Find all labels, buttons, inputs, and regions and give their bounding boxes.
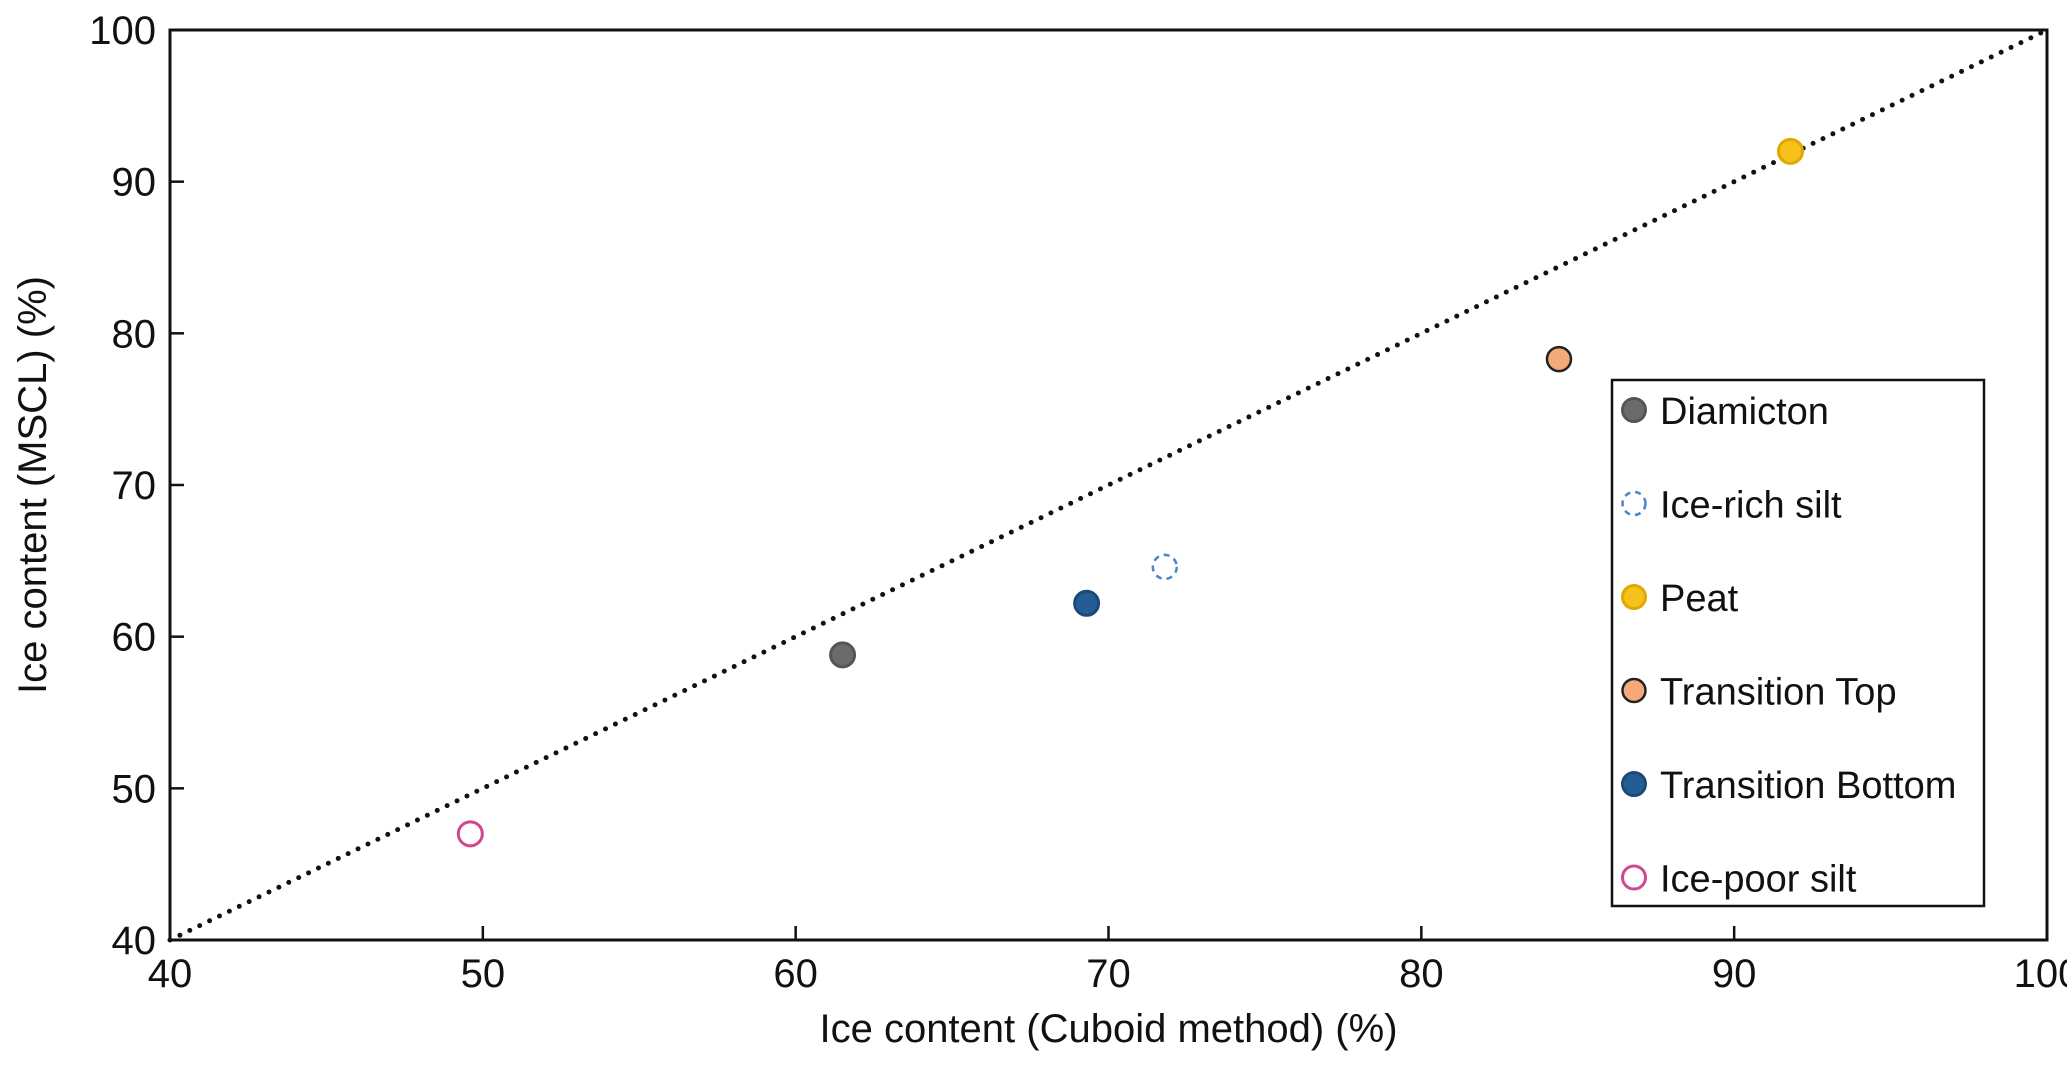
x-tick-label: 100 (2014, 952, 2067, 996)
x-tick-label: 90 (1712, 952, 1757, 996)
point-transition-top (1545, 345, 1573, 373)
x-tick-label: 50 (461, 952, 506, 996)
point-ice-poor-silt (456, 820, 484, 848)
legend-label-diamicton: Diamicton (1660, 391, 1829, 433)
points-layer (456, 137, 1804, 848)
reference-line-layer (167, 27, 2050, 943)
legend-marker-diamicton (1621, 397, 1647, 423)
point-peat (1776, 137, 1804, 165)
x-tick-label: 70 (1086, 952, 1131, 996)
legend: Diamicton Ice-rich silt Peat Transition Top… (1610, 378, 1986, 908)
reference-line (167, 27, 2050, 943)
ticks-layer: 40 50 60 70 80 90 100 40 50 60 70 80 90 100 (89, 9, 2067, 996)
y-tick-label: 90 (112, 161, 157, 205)
y-tick-label: 70 (112, 464, 157, 508)
legend-label-ice-rich-silt: Ice-rich silt (1660, 485, 1842, 527)
plot-frame (168, 28, 2049, 942)
legend-box (1610, 378, 1986, 908)
y-tick-label: 50 (112, 767, 157, 811)
x-tick-label: 40 (148, 952, 193, 996)
y-tick-label: 40 (112, 919, 157, 963)
y-tick-label: 100 (89, 9, 156, 53)
legend-label-ice-poor-silt: Ice-poor silt (1660, 859, 1857, 901)
legend-marker-transition-bottom (1621, 771, 1647, 797)
x-tick-label: 80 (1399, 952, 1444, 996)
legend-label-peat: Peat (1660, 578, 1739, 620)
point-ice-rich-silt (1151, 553, 1179, 581)
legend-marker-ice-poor-silt (1621, 864, 1647, 891)
x-axis-label: Ice content (Cuboid method) (%) (819, 1007, 1397, 1051)
y-tick-label: 80 (112, 312, 157, 356)
legend-marker-ice-rich-silt (1621, 490, 1647, 517)
y-axis-label: Ice content (MSCL) (%) (11, 276, 55, 694)
legend-label-transition-top: Transition Top (1660, 672, 1897, 714)
legend-marker-peat (1621, 584, 1647, 610)
point-transition-bottom (1073, 589, 1101, 617)
legend-label-transition-bottom: Transition Bottom (1660, 765, 1956, 807)
x-tick-label: 60 (773, 952, 818, 996)
y-tick-label: 60 (112, 616, 157, 660)
point-diamicton (829, 641, 857, 669)
legend-marker-transition-top (1621, 677, 1647, 704)
